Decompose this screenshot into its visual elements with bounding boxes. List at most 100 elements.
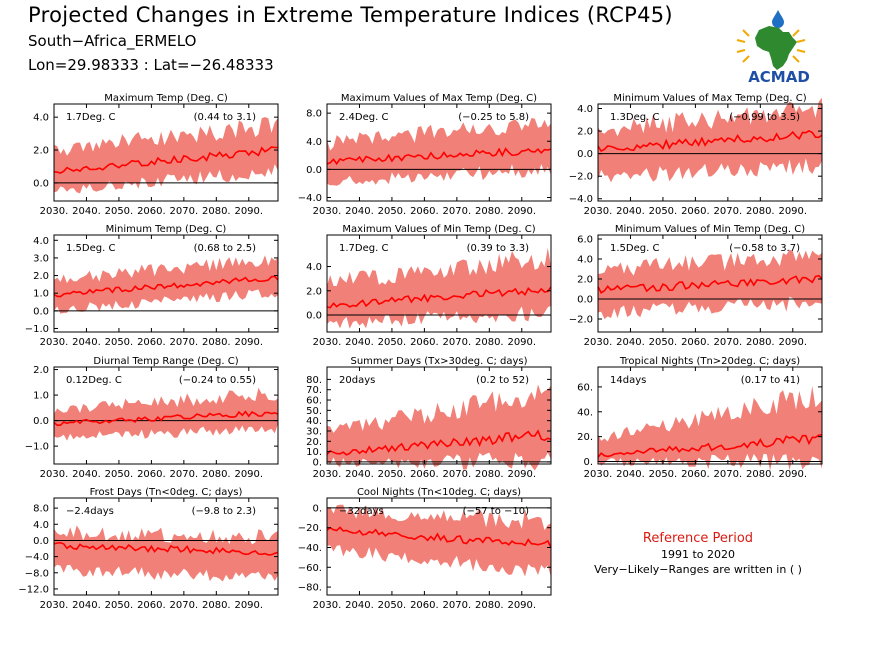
x-tick-label: 2060. — [410, 600, 439, 611]
x-tick-label: 2070. — [443, 600, 472, 611]
mean-line — [53, 146, 278, 174]
x-tick-label: 2050. — [105, 206, 134, 217]
y-tick-label: 8.0 — [306, 109, 322, 120]
chart-panel: 2030. 2040. 2050. 2060. 2070. 2080. 2090. 0.0 2.… — [33, 93, 279, 217]
x-tick-label: 2080. — [202, 206, 231, 217]
x-tick-label: 2030. — [313, 469, 342, 480]
y-tick-label: −12.0 — [18, 584, 49, 595]
range-band — [54, 117, 278, 194]
mean-line — [53, 410, 279, 426]
y-tick-label: 6.0 — [577, 235, 593, 246]
y-tick-label: −1.0 — [25, 442, 49, 453]
likely-range: (0.2 to 52) — [476, 375, 529, 386]
x-tick-label: 2090. — [234, 469, 263, 480]
x-tick-label: 2060. — [137, 337, 166, 348]
x-tick-label: 2090. — [507, 600, 536, 611]
x-tick-label: 2040. — [72, 337, 101, 348]
x-tick-label: 2030. — [40, 469, 69, 480]
chart-panel: 2030. 2040. 2050. 2060. 2070. 2080. 2090. −4.0 −… — [569, 93, 823, 217]
x-tick-label: 2090. — [507, 337, 536, 348]
chart-panel: 2030. 2040. 2050. 2060. 2070. 2080. 2090. −1.0 0… — [25, 356, 279, 480]
y-tick-label: 4.0 — [306, 262, 322, 273]
x-tick-label: 2040. — [345, 337, 374, 348]
chart-panel: 2030. 2040. 2050. 2060. 2070. 2080. 2090. −80. −… — [298, 487, 552, 611]
x-tick-label: 2080. — [202, 600, 231, 611]
chart-panel: 2030. 2040. 2050. 2060. 2070. 2080. 2090. 0.10.… — [306, 356, 552, 480]
mean-line — [326, 526, 552, 548]
y-tick-label: −4.0 — [25, 552, 49, 563]
y-tick-label: 0.0 — [33, 306, 49, 317]
likely-range: (0.17 to 41) — [741, 375, 800, 386]
x-tick-label: 2030. — [584, 469, 613, 480]
x-tick-label: 2070. — [714, 206, 743, 217]
change-value: −32days — [339, 506, 384, 517]
page-title: Projected Changes in Extreme Temperature… — [28, 3, 673, 27]
chart-title: Frost Days (Tn<0deg. C; days) — [90, 487, 243, 498]
x-tick-label: 2090. — [234, 337, 263, 348]
x-tick-label: 2080. — [202, 337, 231, 348]
y-tick-label: 0.0 — [577, 295, 593, 306]
mean-line — [597, 434, 823, 458]
africa-map-icon — [755, 26, 797, 70]
likely-range: (−0.24 to 0.55) — [179, 375, 256, 386]
plot-frame — [53, 497, 279, 596]
y-tick-label: 4.0 — [577, 104, 593, 115]
x-tick-label: 2040. — [616, 206, 645, 217]
y-tick-label: 20. — [306, 437, 322, 448]
x-tick-label: 2090. — [507, 206, 536, 217]
y-tick-label: 0.0 — [306, 165, 322, 176]
y-tick-label: 40. — [306, 416, 322, 427]
reference-period-title: Reference Period — [642, 531, 754, 546]
change-value: 1.7Deg. C — [339, 243, 388, 254]
x-tick-label: 2050. — [649, 469, 678, 480]
y-tick-label: 80. — [306, 375, 322, 386]
y-tick-label: 1.0 — [33, 289, 49, 300]
x-tick-label: 2040. — [345, 206, 374, 217]
x-tick-label: 2090. — [234, 206, 263, 217]
x-tick-label: 2070. — [170, 206, 199, 217]
x-tick-label: 2060. — [137, 206, 166, 217]
change-value: 0.12Deg. C — [66, 375, 122, 386]
x-tick-label: 2030. — [40, 337, 69, 348]
x-tick-label: 2090. — [778, 337, 807, 348]
likely-range: (−0.99 to 3.5) — [729, 112, 800, 123]
y-tick-label: 0.0 — [33, 416, 49, 427]
chart-panel: 2030. 2040. 2050. 2060. 2070. 2080. 2090. −4.0 0… — [298, 93, 552, 217]
y-tick-label: −1.0 — [25, 324, 49, 335]
y-tick-label: 0. — [583, 457, 593, 468]
y-tick-label: 2.0 — [33, 271, 49, 282]
x-tick-label: 2050. — [649, 337, 678, 348]
chart-title: Cool Nights (Tn<10deg. C; days) — [357, 487, 521, 498]
y-tick-label: 0.0 — [33, 178, 49, 189]
x-tick-label: 2080. — [746, 206, 775, 217]
x-tick-label: 2040. — [345, 600, 374, 611]
range-band — [327, 118, 551, 186]
x-tick-label: 2040. — [616, 469, 645, 480]
y-tick-label: 2.0 — [577, 127, 593, 138]
y-tick-label: −2.0 — [569, 315, 593, 326]
y-tick-label: 4.0 — [33, 236, 49, 247]
chart-title: Maximum Values of Max Temp (Deg. C) — [341, 93, 537, 104]
acmad-logo: ACMAD — [736, 10, 810, 86]
x-tick-label: 2080. — [475, 600, 504, 611]
likely-range: (0.68 to 2.5) — [194, 243, 256, 254]
range-band — [598, 386, 822, 471]
x-tick-label: 2090. — [778, 206, 807, 217]
y-tick-label: 2.0 — [577, 275, 593, 286]
plot-frame — [326, 366, 552, 465]
x-tick-label: 2080. — [475, 337, 504, 348]
x-tick-label: 2050. — [105, 469, 134, 480]
y-tick-label: −2.0 — [569, 172, 593, 183]
y-tick-label: 0.0 — [33, 536, 49, 547]
change-value: 1.7Deg. C — [66, 112, 115, 123]
y-tick-label: 4.0 — [33, 520, 49, 531]
y-tick-label: 0. — [312, 503, 322, 514]
x-tick-label: 2090. — [778, 469, 807, 480]
change-value: 20days — [339, 375, 375, 386]
y-tick-label: 2.0 — [33, 146, 49, 157]
x-tick-label: 2070. — [714, 469, 743, 480]
x-tick-label: 2060. — [681, 337, 710, 348]
x-tick-label: 2050. — [378, 469, 407, 480]
y-tick-label: 0. — [312, 457, 322, 468]
x-tick-label: 2080. — [475, 469, 504, 480]
